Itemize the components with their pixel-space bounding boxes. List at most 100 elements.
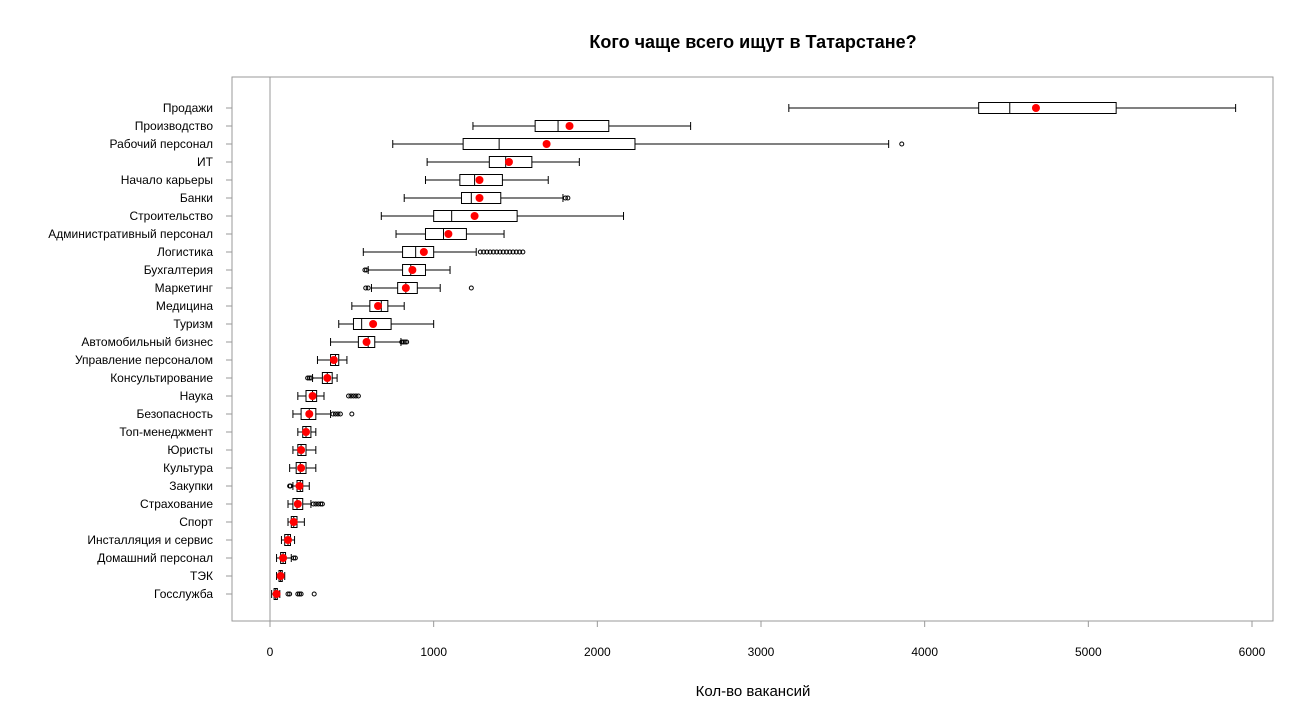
category-label: ТЭК [190,569,213,583]
boxplot-row [362,246,526,258]
category-label: Туризм [173,317,213,331]
boxplot-row [287,516,305,528]
x-axis: 0 1000 2000 3000 4000 5000 6000 [267,621,1266,659]
outlier-point [400,339,406,345]
boxplot-row [316,354,348,366]
category-label: Спорт [179,515,213,529]
category-label: Производство [135,119,214,133]
x-axis-label: Кол-во вакансий [696,683,811,700]
outlier-point [487,249,493,255]
chart-title: Кого чаще всего ищут в Татарстане? [589,32,916,52]
mean-point [504,158,513,166]
category-label: Банки [180,191,213,205]
boxplot-series [271,102,1237,600]
category-label: Страхование [140,497,213,511]
mean-point [289,518,298,526]
mean-point [565,122,574,130]
boxplot-row [289,462,317,474]
category-label: Административный персонал [48,227,213,241]
boxplot-row [424,174,549,186]
boxplot-row [330,336,410,348]
boxplot-row [395,228,505,240]
mean-point [374,302,383,310]
mean-point [293,500,302,508]
mean-point [302,428,311,436]
outlier-point [562,195,568,201]
mean-point [308,392,317,400]
x-tick-label: 5000 [1075,645,1102,659]
outlier-point [362,267,368,273]
outlier-point [500,249,506,255]
category-label: Закупки [169,479,213,493]
mean-point [279,554,288,562]
mean-point [444,230,453,238]
outlier-point [365,285,371,291]
x-tick-label: 2000 [584,645,611,659]
outlier-point [513,249,519,255]
outlier-point [308,375,314,381]
category-label: Медицина [156,299,213,313]
plot-frame [231,76,1274,622]
mean-point [470,212,479,220]
category-label: Автомобильный бизнес [81,335,213,349]
outlier-point [399,339,405,345]
boxplot-row [788,102,1237,114]
outlier-point [477,249,483,255]
outlier-point [349,411,355,417]
category-label: Госслужба [154,587,213,601]
outlier-point [298,591,304,597]
outlier-point [364,267,370,273]
category-label: Управление персоналом [75,353,213,367]
boxplot-row [271,588,317,600]
outlier-point [296,591,302,597]
boxplot-row [380,210,625,222]
outlier-point [468,285,474,291]
x-tick-label: 4000 [911,645,938,659]
boxplot-row [297,426,317,438]
outlier-point [330,411,336,417]
mean-point [419,248,428,256]
mean-point [305,410,314,418]
outlier-point [350,393,356,399]
boxplot-row [276,570,286,582]
outlier-point [363,285,369,291]
outlier-point [313,501,319,507]
outlier-point [335,411,341,417]
outlier-point [484,249,490,255]
outlier-point [305,375,311,381]
mean-point [295,482,304,490]
box [978,102,1117,114]
outlier-point [311,591,317,597]
mean-point [1031,104,1040,112]
category-label: Топ-менеджмент [119,425,213,439]
outlier-point [402,339,408,345]
outlier-point [310,501,316,507]
boxplot-row [426,156,580,168]
category-label: Строительство [129,209,213,223]
boxplot-row [292,408,355,420]
mean-point [276,572,285,580]
x-tick-label: 3000 [748,645,775,659]
mean-point [329,356,338,364]
boxplot-row [362,264,451,276]
category-label: Наука [180,389,214,403]
outlier-point [287,591,293,597]
category-label: ИТ [197,155,214,169]
outlier-point [318,501,324,507]
boxplot-row [351,300,405,312]
outlier-point [287,483,293,489]
category-label: Бухгалтерия [144,263,213,277]
category-label: Логистика [157,245,213,259]
mean-point [362,338,371,346]
outlier-point [899,141,905,147]
boxplot-row [392,138,905,150]
mean-point [475,176,484,184]
boxplot-row [305,372,338,384]
mean-point [408,266,417,274]
outlier-point [348,393,354,399]
x-tick-label: 1000 [420,645,447,659]
outlier-point [503,249,509,255]
mean-point [369,320,378,328]
category-label: Безопасность [136,407,213,421]
